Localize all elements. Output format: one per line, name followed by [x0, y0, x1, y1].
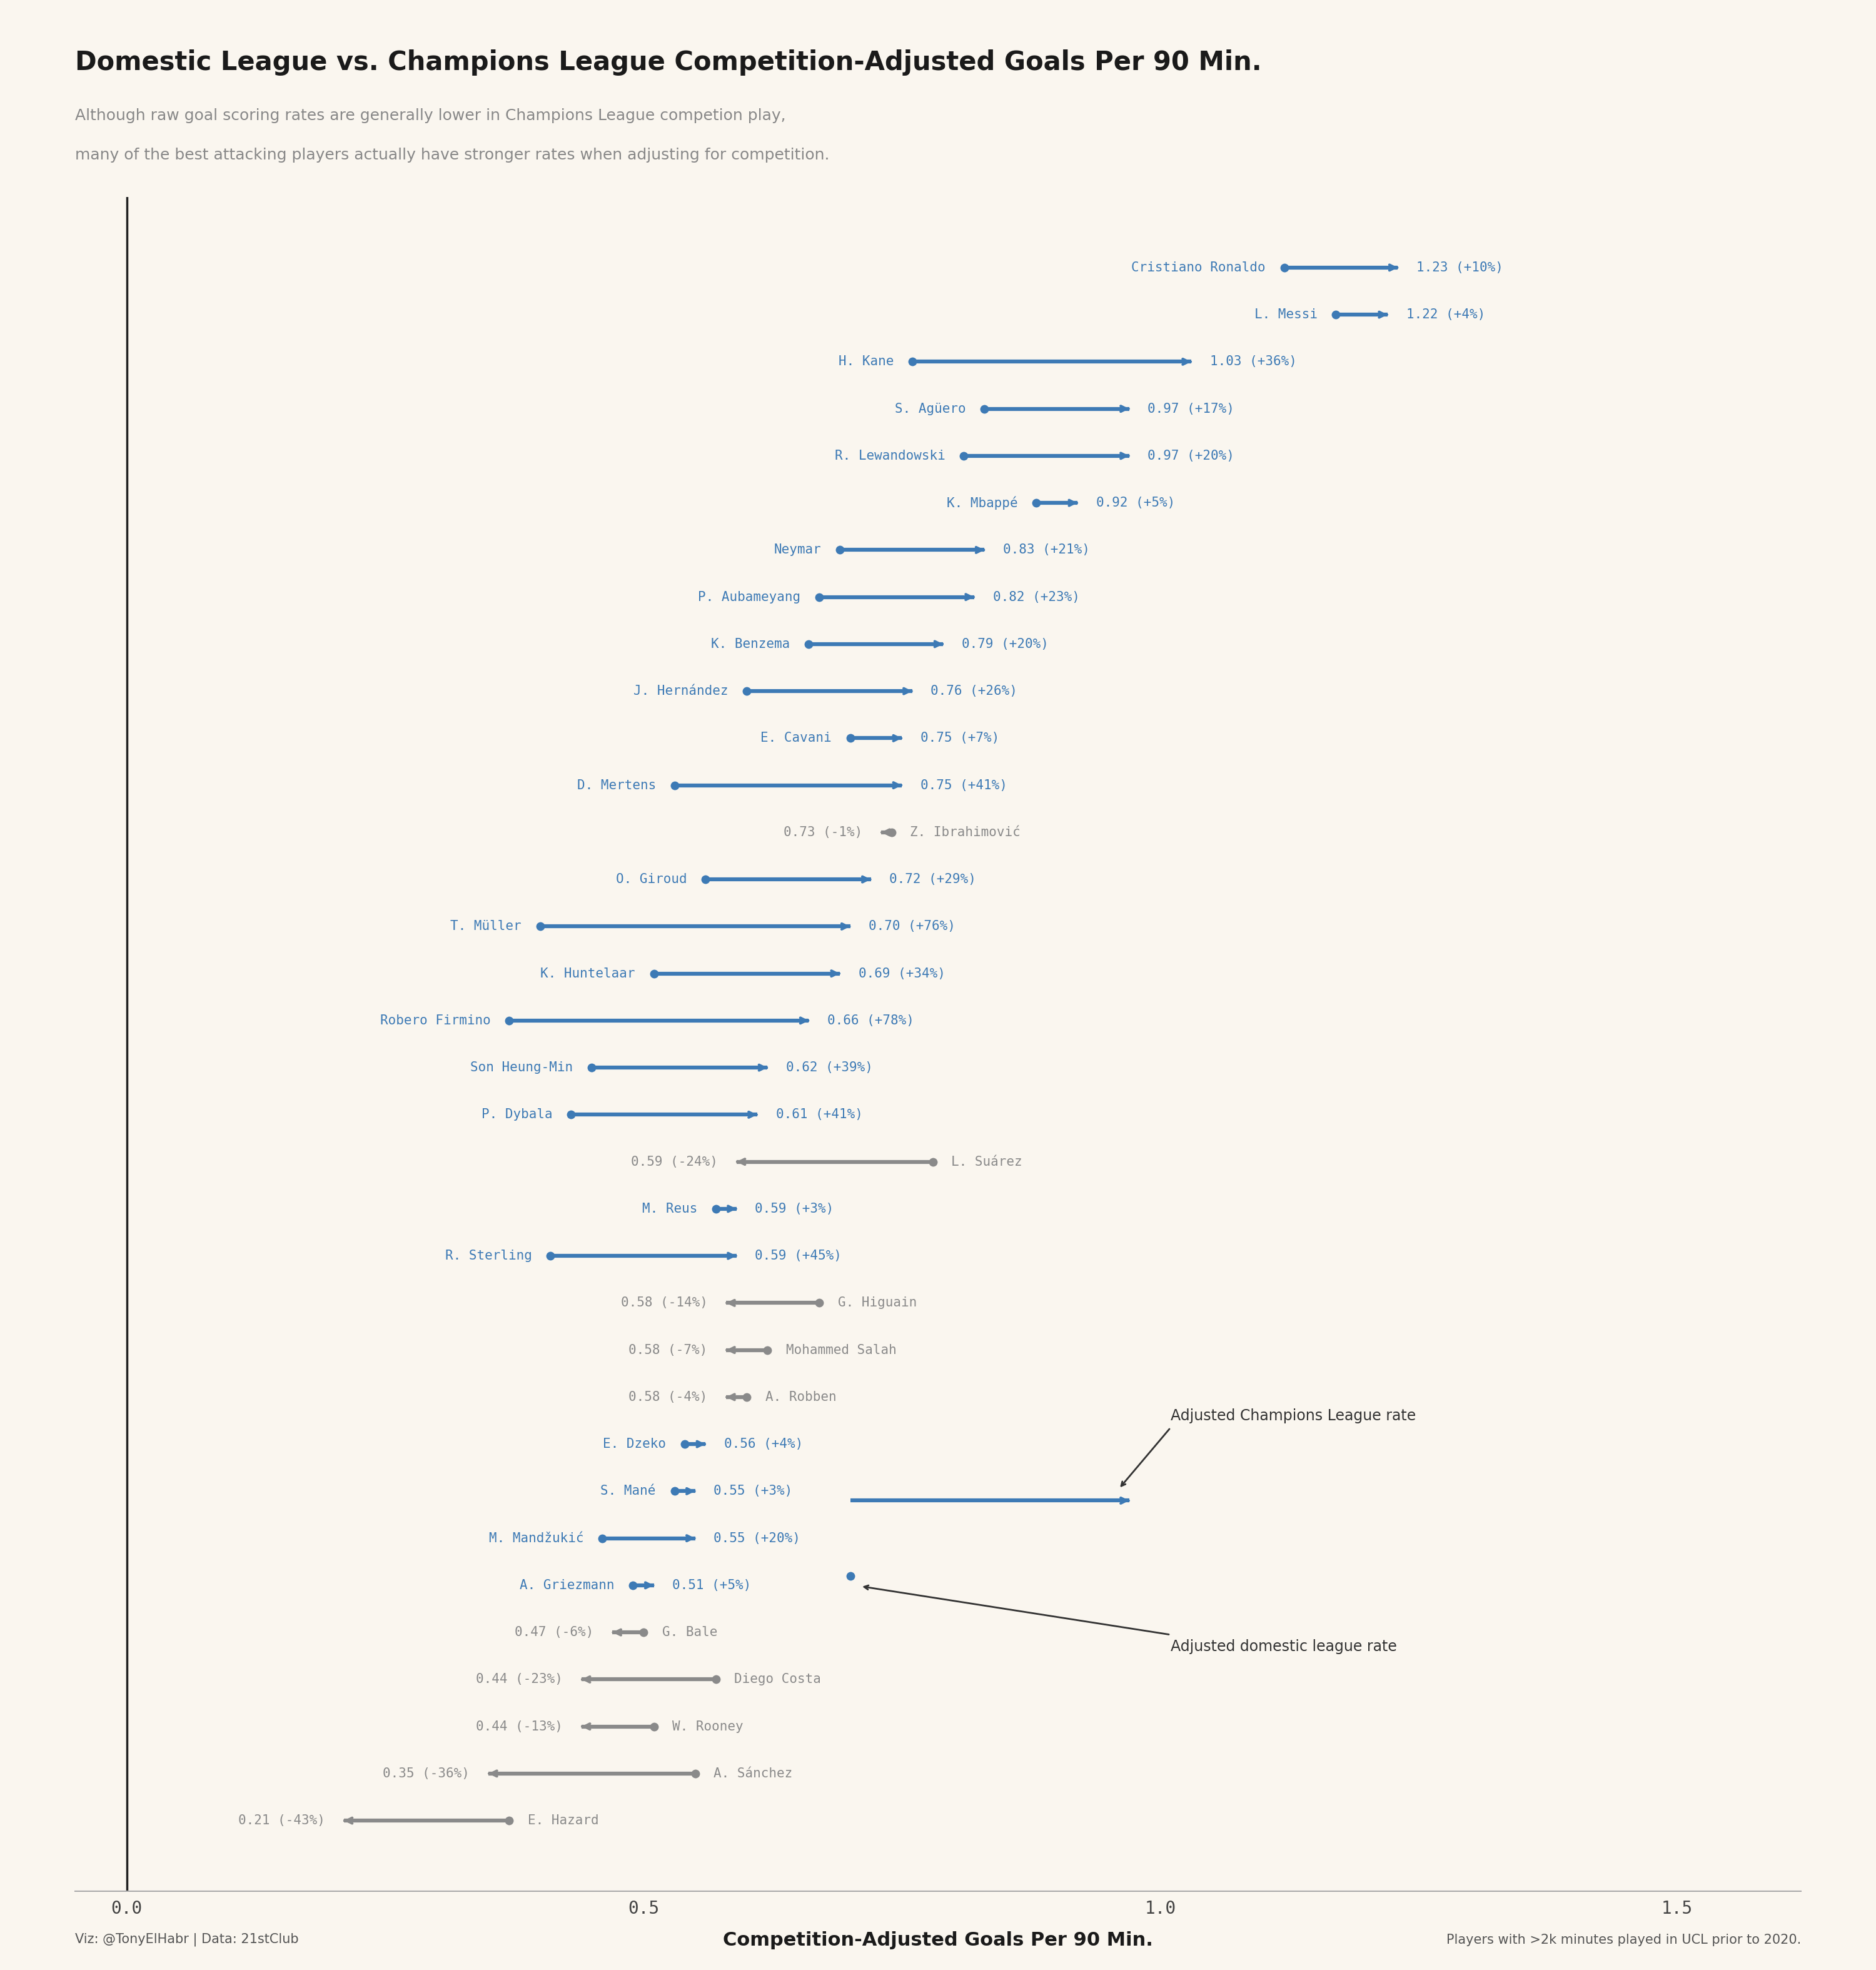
Text: L. Suárez: L. Suárez — [951, 1156, 1022, 1168]
Text: M. Mandžukić: M. Mandžukić — [490, 1533, 583, 1544]
Text: 1.22 (+4%): 1.22 (+4%) — [1407, 309, 1486, 321]
Text: 0.58 (-4%): 0.58 (-4%) — [628, 1391, 707, 1403]
Text: Players with >2k minutes played in UCL prior to 2020.: Players with >2k minutes played in UCL p… — [1446, 1935, 1801, 1946]
Text: 0.59 (-24%): 0.59 (-24%) — [630, 1156, 719, 1168]
Text: 0.83 (+21%): 0.83 (+21%) — [1004, 544, 1090, 556]
Text: 0.75 (+7%): 0.75 (+7%) — [921, 733, 1000, 745]
Text: 0.61 (+41%): 0.61 (+41%) — [777, 1109, 863, 1121]
Text: T. Müller: T. Müller — [450, 920, 522, 932]
Text: Mohammed Salah: Mohammed Salah — [786, 1344, 897, 1355]
Text: 0.58 (-7%): 0.58 (-7%) — [628, 1344, 707, 1355]
Text: 0.58 (-14%): 0.58 (-14%) — [621, 1296, 707, 1310]
Text: 0.55 (+3%): 0.55 (+3%) — [713, 1485, 794, 1497]
Text: 0.70 (+76%): 0.70 (+76%) — [869, 920, 955, 932]
Text: K. Benzema: K. Benzema — [711, 638, 790, 650]
Text: 0.97 (+20%): 0.97 (+20%) — [1148, 449, 1234, 463]
Text: 0.72 (+29%): 0.72 (+29%) — [889, 873, 976, 886]
Text: Robero Firmino: Robero Firmino — [381, 1015, 490, 1026]
X-axis label: Competition-Adjusted Goals Per 90 Min.: Competition-Adjusted Goals Per 90 Min. — [722, 1931, 1154, 1950]
Text: Son Heung-Min: Son Heung-Min — [471, 1062, 574, 1074]
Text: S. Mané: S. Mané — [600, 1485, 657, 1497]
Text: Neymar: Neymar — [773, 544, 822, 556]
Text: Domestic League vs. Champions League Competition-Adjusted Goals Per 90 Min.: Domestic League vs. Champions League Com… — [75, 49, 1263, 75]
Text: G. Bale: G. Bale — [662, 1625, 717, 1639]
Text: Adjusted domestic league rate: Adjusted domestic league rate — [1171, 1639, 1398, 1655]
Text: E. Dzeko: E. Dzeko — [602, 1438, 666, 1450]
Text: Cristiano Ronaldo: Cristiano Ronaldo — [1131, 262, 1266, 274]
Text: 0.35 (-36%): 0.35 (-36%) — [383, 1767, 469, 1779]
Text: A. Griezmann: A. Griezmann — [520, 1580, 615, 1592]
Text: Viz: @TonyElHabr | Data: 21stClub: Viz: @TonyElHabr | Data: 21stClub — [75, 1933, 298, 1946]
Text: Adjusted Champions League rate: Adjusted Champions League rate — [1171, 1409, 1416, 1424]
Text: J. Hernández: J. Hernández — [634, 686, 728, 697]
Text: 0.51 (+5%): 0.51 (+5%) — [672, 1580, 752, 1592]
Text: R. Lewandowski: R. Lewandowski — [835, 449, 946, 463]
Text: 1.03 (+36%): 1.03 (+36%) — [1210, 355, 1296, 368]
Text: W. Rooney: W. Rooney — [672, 1720, 743, 1734]
Text: 0.59 (+3%): 0.59 (+3%) — [754, 1202, 835, 1215]
Text: 0.97 (+17%): 0.97 (+17%) — [1148, 402, 1234, 416]
Text: 0.73 (-1%): 0.73 (-1%) — [784, 825, 863, 839]
Text: 0.79 (+20%): 0.79 (+20%) — [962, 638, 1049, 650]
Text: G. Higuain: G. Higuain — [839, 1296, 917, 1310]
Text: A. Sánchez: A. Sánchez — [713, 1767, 794, 1779]
Text: M. Reus: M. Reus — [642, 1202, 698, 1215]
Text: Diego Costa: Diego Costa — [734, 1673, 822, 1686]
Text: P. Dybala: P. Dybala — [482, 1109, 553, 1121]
Text: A. Robben: A. Robben — [765, 1391, 837, 1403]
Text: 0.62 (+39%): 0.62 (+39%) — [786, 1062, 872, 1074]
Text: 1.23 (+10%): 1.23 (+10%) — [1416, 262, 1503, 274]
Text: H. Kane: H. Kane — [839, 355, 893, 368]
Text: Although raw goal scoring rates are generally lower in Champions League competio: Although raw goal scoring rates are gene… — [75, 108, 786, 124]
Text: 0.47 (-6%): 0.47 (-6%) — [514, 1625, 595, 1639]
Text: S. Agüero: S. Agüero — [895, 402, 966, 416]
Text: 0.44 (-13%): 0.44 (-13%) — [477, 1720, 563, 1734]
Text: K. Huntelaar: K. Huntelaar — [540, 967, 636, 979]
Text: 0.56 (+4%): 0.56 (+4%) — [724, 1438, 803, 1450]
Text: O. Giroud: O. Giroud — [615, 873, 687, 886]
Text: 0.55 (+20%): 0.55 (+20%) — [713, 1533, 801, 1544]
Text: P. Aubameyang: P. Aubameyang — [698, 591, 801, 603]
Text: 0.82 (+23%): 0.82 (+23%) — [992, 591, 1079, 603]
Text: K. Mbappé: K. Mbappé — [947, 496, 1017, 510]
Text: 0.76 (+26%): 0.76 (+26%) — [930, 686, 1017, 697]
Text: 0.66 (+78%): 0.66 (+78%) — [827, 1015, 914, 1026]
Text: 0.59 (+45%): 0.59 (+45%) — [754, 1249, 842, 1263]
Text: 0.75 (+41%): 0.75 (+41%) — [921, 778, 1007, 792]
Text: many of the best attacking players actually have stronger rates when adjusting f: many of the best attacking players actua… — [75, 148, 829, 164]
Text: 0.92 (+5%): 0.92 (+5%) — [1096, 496, 1174, 508]
Text: R. Sterling: R. Sterling — [445, 1249, 531, 1263]
Text: E. Hazard: E. Hazard — [527, 1814, 598, 1826]
Text: E. Cavani: E. Cavani — [760, 733, 831, 745]
Text: 0.69 (+34%): 0.69 (+34%) — [859, 967, 946, 979]
Text: 0.21 (-43%): 0.21 (-43%) — [238, 1814, 325, 1826]
Text: Z. Ibrahimović: Z. Ibrahimović — [910, 825, 1021, 839]
Text: D. Mertens: D. Mertens — [578, 778, 657, 792]
Text: 0.44 (-23%): 0.44 (-23%) — [477, 1673, 563, 1686]
Text: L. Messi: L. Messi — [1255, 309, 1317, 321]
